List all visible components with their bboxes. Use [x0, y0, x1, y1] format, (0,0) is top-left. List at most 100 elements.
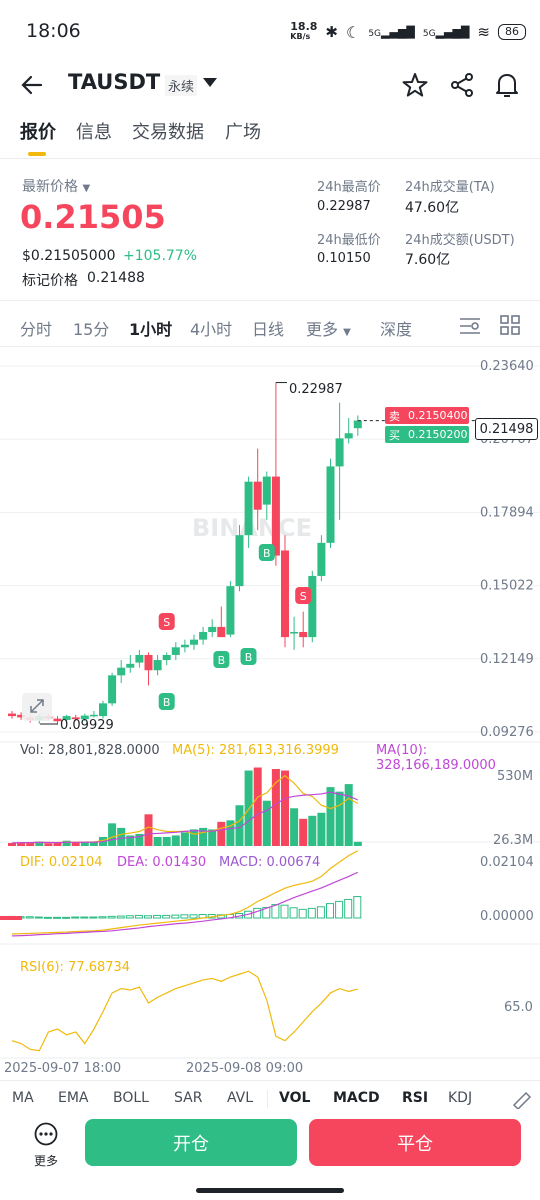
macd-hist-bar	[335, 900, 344, 919]
interval-1h[interactable]: 1小时	[129, 320, 173, 339]
indicator-boll[interactable]: BOLL	[113, 1090, 149, 1106]
rsi-label: RSI(6): 77.68734	[20, 960, 131, 975]
tab-info[interactable]: 信息	[76, 122, 112, 143]
candle	[208, 626, 217, 633]
volume-bar	[271, 769, 280, 846]
candle	[217, 626, 226, 638]
signal-1-icon: 5G▂▄▆█	[368, 25, 415, 39]
volume-bar	[353, 841, 362, 846]
volume-bar	[153, 836, 162, 846]
buy-marker	[258, 544, 275, 561]
volume-tick-bottom: 26.3M	[493, 833, 534, 848]
low-label: 24h最低价	[317, 233, 381, 248]
candle	[162, 654, 171, 661]
macd-value-label: MACD: 0.00674	[219, 855, 321, 870]
candle	[108, 675, 117, 704]
macd-hist-bar	[180, 914, 189, 919]
volume-bar	[226, 820, 235, 846]
macd-hist-bar	[98, 916, 107, 919]
kline-chart[interactable]: BINANCE 0.236400.207670.178940.150220.12…	[0, 346, 540, 1080]
interval-15m[interactable]: 15分	[73, 320, 110, 339]
more-menu[interactable]: 更多	[30, 1122, 62, 1168]
interval-daily[interactable]: 日线	[252, 320, 285, 339]
grid-layout-icon[interactable]	[500, 315, 520, 335]
volume-bar	[326, 787, 335, 846]
indicator-ema[interactable]: EMA	[58, 1090, 89, 1106]
macd-hist-bar	[25, 916, 34, 919]
candle	[117, 667, 126, 676]
macd-dif-label: DIF: 0.02104	[20, 855, 103, 870]
marker-label: B	[263, 547, 271, 560]
bell-icon[interactable]	[494, 71, 520, 99]
close-position-button[interactable]: 平仓	[309, 1119, 521, 1166]
expand-chart-icon[interactable]	[22, 693, 52, 721]
interval-4h[interactable]: 4小时	[190, 320, 233, 339]
volume-bar	[162, 836, 171, 846]
indicator-avl[interactable]: AVL	[227, 1090, 254, 1106]
low-value: 0.10150	[317, 251, 371, 266]
latest-price-label[interactable]: 最新价格 ▼	[22, 179, 91, 195]
indicator-separator	[267, 1090, 268, 1108]
tab-quote[interactable]: 报价	[20, 122, 56, 143]
macd-hist-bar	[262, 906, 271, 919]
open-position-button[interactable]: 开仓	[85, 1119, 297, 1166]
indicator-sar[interactable]: SAR	[174, 1090, 203, 1106]
macd-hist-bar	[171, 914, 180, 919]
back-arrow-icon[interactable]	[20, 73, 44, 97]
volume-bar	[62, 840, 71, 846]
macd-hist-bar	[307, 907, 316, 919]
interval-more[interactable]: 更多 ▼	[306, 320, 351, 339]
current-price-tag[interactable]: 0.21498	[475, 418, 538, 440]
last-price: 0.21505	[20, 198, 166, 236]
status-bar: 18:06 18.8 KB/s ✱ ☾ 5G▂▄▆█ 5G▂▄▆█ ≋ 86	[0, 0, 540, 64]
symbol-title[interactable]: TAUSDT	[68, 70, 161, 94]
volume-bar	[281, 770, 289, 846]
volume-bar	[235, 805, 244, 846]
macd-hist-bar	[107, 915, 116, 919]
volume-bar	[135, 833, 144, 846]
indicator-macd[interactable]: MACD	[333, 1090, 380, 1106]
interval-depth[interactable]: 深度	[380, 320, 413, 339]
marker-label: S	[163, 616, 170, 629]
candle	[53, 718, 62, 722]
macd-dea-label: DEA: 0.01430	[117, 855, 207, 870]
candle	[80, 715, 89, 720]
indicator-rsi[interactable]: RSI	[402, 1090, 429, 1106]
volume-bar	[344, 784, 353, 846]
macd-hist-bar	[134, 914, 143, 919]
status-icons: 18.8 KB/s ✱ ☾ 5G▂▄▆█ 5G▂▄▆█ ≋ 86	[290, 21, 526, 42]
chevron-down-icon[interactable]	[203, 78, 217, 88]
tab-square[interactable]: 广场	[225, 122, 261, 143]
macd-hist-bar	[353, 896, 362, 919]
candle	[8, 713, 16, 717]
volume-bar	[44, 843, 53, 846]
share-icon[interactable]	[449, 72, 475, 98]
star-icon[interactable]	[402, 72, 428, 98]
indicator-ma[interactable]: MA	[12, 1090, 34, 1106]
macd-hist-bar	[298, 908, 307, 919]
macd-hist-bar	[43, 916, 52, 919]
interval-time-share[interactable]: 分时	[20, 320, 53, 339]
divider	[0, 346, 540, 347]
time-axis-label: 2025-09-08 09:00	[186, 1061, 304, 1076]
candle	[126, 663, 135, 668]
chart-settings-icon[interactable]	[459, 316, 481, 336]
wifi-icon: ≋	[477, 23, 490, 41]
bid-price-tag: 买 0.2150200	[385, 426, 469, 443]
tab-trading-data[interactable]: 交易数据	[132, 122, 204, 143]
candle	[235, 535, 244, 587]
marker-label: B	[245, 651, 253, 664]
indicator-settings-icon[interactable]	[512, 1089, 532, 1109]
indicator-kdj[interactable]: KDJ	[448, 1090, 473, 1106]
indicator-vol[interactable]: VOL	[279, 1090, 311, 1106]
macd-hist-bar	[253, 907, 262, 919]
high-price-marker: 0.22987	[289, 382, 343, 397]
candle	[135, 654, 144, 663]
volume-bar	[71, 842, 80, 846]
volume-bar	[144, 814, 153, 846]
mark-price-label: 标记价格	[22, 273, 78, 289]
divider	[0, 158, 540, 159]
volume-bar	[180, 832, 189, 846]
price-tick-label: 0.23640	[480, 359, 534, 374]
macd-dif-line	[11, 850, 359, 935]
